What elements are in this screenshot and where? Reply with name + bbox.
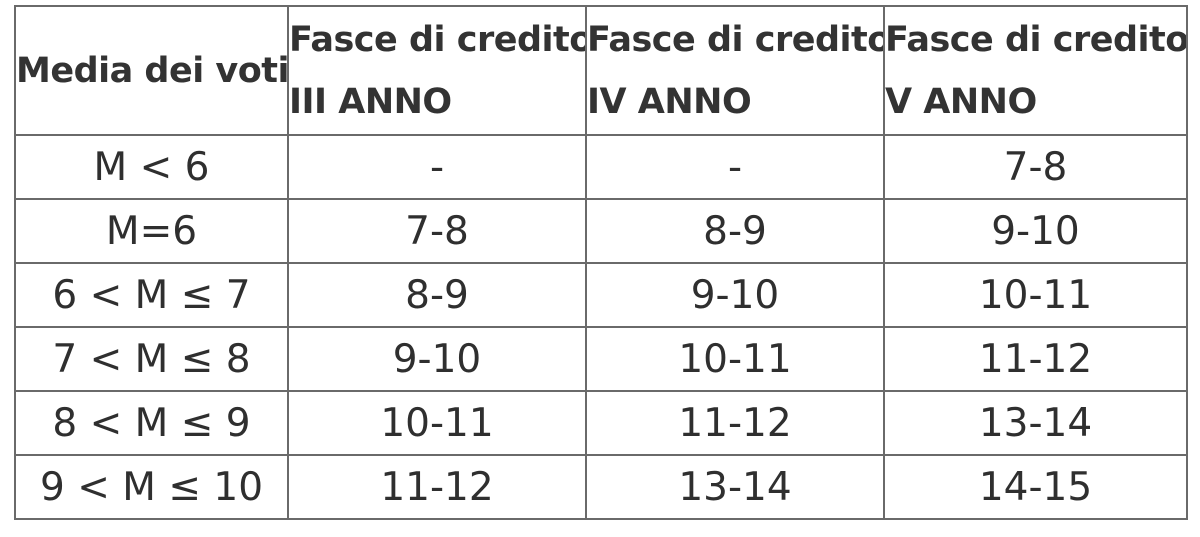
header-year: III ANNO [289, 81, 452, 122]
table-row: 7 < M ≤ 8 9-10 10-11 11-12 [14, 326, 1188, 392]
header-label: Fasce di credito [289, 19, 586, 60]
credit-cell-iii: - [287, 134, 587, 200]
header-fasce-iii-anno: Fasce di credito III ANNO [287, 5, 587, 136]
credit-cell-iii: 8-9 [287, 262, 587, 328]
media-cell: 9 < M ≤ 10 [14, 454, 289, 520]
table-row: 8 < M ≤ 9 10-11 11-12 13-14 [14, 390, 1188, 456]
credit-cell-iv: 8-9 [585, 198, 885, 264]
header-fasce-v-anno: Fasce di credito V ANNO [883, 5, 1188, 136]
header-year: V ANNO [885, 81, 1037, 122]
credit-cell-iii: 7-8 [287, 198, 587, 264]
header-fasce-iv-anno: Fasce di credito IV ANNO [585, 5, 885, 136]
credit-cell-iii: 9-10 [287, 326, 587, 392]
credit-cell-iv: - [585, 134, 885, 200]
media-cell: 8 < M ≤ 9 [14, 390, 289, 456]
credit-cell-v: 13-14 [883, 390, 1188, 456]
header-label: Fasce di credito [885, 19, 1187, 60]
header-year: IV ANNO [587, 81, 752, 122]
table-row: M=6 7-8 8-9 9-10 [14, 198, 1188, 264]
media-cell: 7 < M ≤ 8 [14, 326, 289, 392]
media-cell: 6 < M ≤ 7 [14, 262, 289, 328]
credit-cell-v: 11-12 [883, 326, 1188, 392]
credit-table: Media dei voti Fasce di credito III ANNO… [14, 5, 1188, 520]
credit-cell-iv: 9-10 [585, 262, 885, 328]
table-body: M < 6 - - 7-8 M=6 7-8 8-9 9-10 6 < M ≤ 7… [14, 134, 1188, 520]
table-row: 6 < M ≤ 7 8-9 9-10 10-11 [14, 262, 1188, 328]
header-media-dei-voti: Media dei voti [14, 5, 289, 136]
header-row: Media dei voti Fasce di credito III ANNO… [14, 5, 1188, 136]
table-row: 9 < M ≤ 10 11-12 13-14 14-15 [14, 454, 1188, 520]
media-cell: M=6 [14, 198, 289, 264]
table-row: M < 6 - - 7-8 [14, 134, 1188, 200]
credit-cell-iv: 11-12 [585, 390, 885, 456]
credit-cell-iii: 11-12 [287, 454, 587, 520]
credit-cell-v: 10-11 [883, 262, 1188, 328]
credit-cell-v: 7-8 [883, 134, 1188, 200]
credit-cell-iii: 10-11 [287, 390, 587, 456]
credit-cell-v: 9-10 [883, 198, 1188, 264]
header-label: Media dei voti [16, 50, 288, 91]
credit-cell-v: 14-15 [883, 454, 1188, 520]
header-label: Fasce di credito [587, 19, 884, 60]
table-header: Media dei voti Fasce di credito III ANNO… [14, 5, 1188, 136]
credit-cell-iv: 13-14 [585, 454, 885, 520]
media-cell: M < 6 [14, 134, 289, 200]
credit-cell-iv: 10-11 [585, 326, 885, 392]
